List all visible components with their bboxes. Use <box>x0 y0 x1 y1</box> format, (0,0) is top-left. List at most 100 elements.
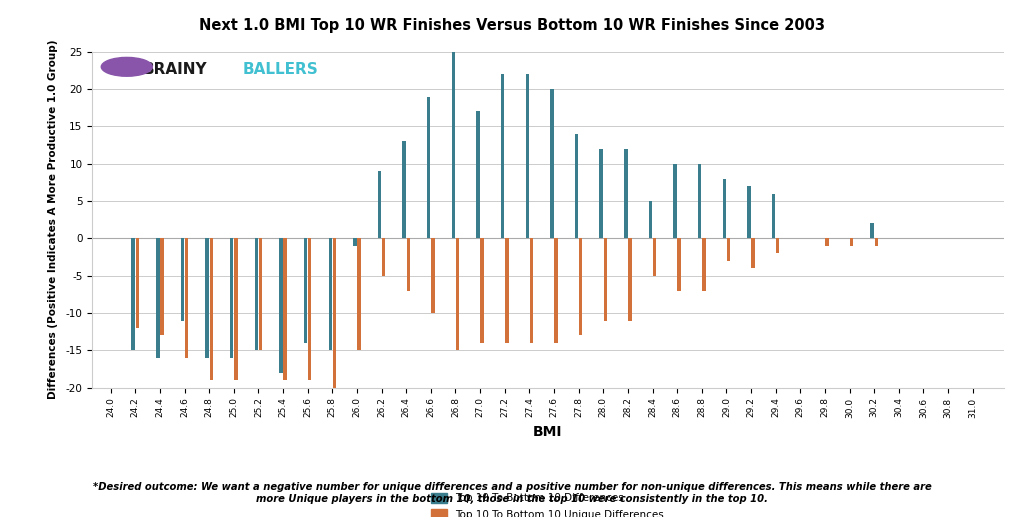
Bar <box>431 238 434 298</box>
Bar <box>476 156 480 238</box>
Y-axis label: Differences (Positive Indicates A More Productive 1.0 Group): Differences (Positive Indicates A More P… <box>48 40 58 400</box>
Bar <box>230 238 233 358</box>
Bar <box>678 238 681 283</box>
Bar <box>255 238 258 351</box>
Bar <box>554 238 558 343</box>
Bar <box>698 164 701 238</box>
Bar <box>210 238 213 381</box>
Bar <box>357 238 360 351</box>
Bar <box>501 74 505 238</box>
Bar <box>402 156 406 238</box>
Bar <box>378 171 381 238</box>
Bar <box>723 179 726 238</box>
Bar <box>624 149 628 238</box>
Bar <box>476 112 480 238</box>
Bar <box>505 238 509 336</box>
Bar <box>135 238 139 328</box>
Bar <box>185 238 188 358</box>
Bar <box>776 238 779 246</box>
Bar <box>603 238 607 313</box>
Bar <box>505 238 509 336</box>
Bar <box>653 238 656 276</box>
Bar <box>579 238 583 291</box>
Bar <box>574 193 579 238</box>
Bar <box>603 238 607 306</box>
Bar <box>550 89 554 238</box>
Bar <box>599 149 603 238</box>
Bar <box>629 238 632 321</box>
Bar <box>206 238 209 358</box>
Bar <box>678 238 681 291</box>
Bar <box>599 149 603 238</box>
Bar <box>156 238 160 358</box>
Bar <box>525 74 529 238</box>
Bar <box>579 238 583 336</box>
Bar <box>776 238 779 246</box>
Bar <box>452 149 455 238</box>
Bar <box>678 238 681 283</box>
Bar <box>280 238 283 373</box>
Bar <box>353 238 356 246</box>
Bar <box>382 238 385 246</box>
Bar <box>529 238 534 313</box>
Text: Next 1.0 BMI Top 10 WR Finishes Versus Bottom 10 WR Finishes Since 2003: Next 1.0 BMI Top 10 WR Finishes Versus B… <box>199 18 825 33</box>
Bar <box>727 238 730 261</box>
Bar <box>702 238 706 291</box>
Bar <box>501 112 505 238</box>
Bar <box>752 238 755 253</box>
Bar <box>629 238 632 306</box>
Bar <box>624 164 628 238</box>
Bar <box>702 238 706 261</box>
Bar <box>870 231 873 238</box>
Bar <box>649 201 652 238</box>
Bar <box>452 112 455 238</box>
Bar <box>550 141 554 238</box>
Bar <box>378 171 381 238</box>
Bar <box>574 134 579 238</box>
Bar <box>234 238 238 381</box>
Bar <box>624 186 628 238</box>
Bar <box>727 238 730 246</box>
Bar <box>431 238 434 313</box>
Bar <box>259 238 262 351</box>
Bar <box>180 238 184 321</box>
Bar <box>402 141 406 238</box>
Bar <box>382 238 385 276</box>
Bar <box>599 208 603 238</box>
Bar <box>505 238 509 343</box>
Bar <box>131 238 135 351</box>
Bar <box>674 179 677 238</box>
Bar <box>427 156 430 238</box>
Bar <box>825 238 828 246</box>
Bar <box>554 238 558 336</box>
Bar <box>752 238 755 268</box>
Bar <box>456 238 460 276</box>
Bar <box>525 126 529 238</box>
X-axis label: BMI: BMI <box>534 424 562 438</box>
Bar <box>329 238 332 351</box>
Bar <box>501 149 505 238</box>
Text: *Desired outcome: We want a negative number for unique differences and a positiv: *Desired outcome: We want a negative num… <box>92 482 932 504</box>
Bar <box>308 238 311 381</box>
Bar <box>160 238 164 336</box>
Bar <box>674 201 677 238</box>
Bar <box>476 149 480 238</box>
Bar <box>284 238 287 381</box>
Bar <box>653 238 656 261</box>
Bar <box>333 238 336 388</box>
Bar <box>550 97 554 238</box>
Bar <box>772 201 775 238</box>
Bar <box>870 223 873 238</box>
Legend: Top 10 To Bottom 10 Differences, Top 10 To Bottom 10 Unique Differences: Top 10 To Bottom 10 Differences, Top 10 … <box>427 489 669 517</box>
Bar <box>772 231 775 238</box>
Bar <box>554 238 558 328</box>
Bar <box>874 238 878 246</box>
Bar <box>529 238 534 343</box>
Bar <box>529 238 534 343</box>
Text: BALLERS: BALLERS <box>243 62 318 77</box>
Bar <box>649 231 652 238</box>
Bar <box>480 238 484 321</box>
Circle shape <box>101 57 153 76</box>
Bar <box>456 238 460 313</box>
Text: BRAINY: BRAINY <box>142 62 207 77</box>
